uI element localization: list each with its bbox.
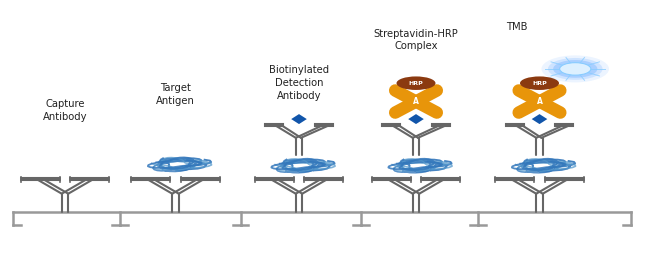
Text: Target
Antigen: Target Antigen bbox=[156, 83, 195, 106]
Text: A: A bbox=[536, 97, 543, 106]
Circle shape bbox=[560, 63, 591, 75]
Text: Capture
Antibody: Capture Antibody bbox=[43, 99, 87, 122]
Text: Biotinylated
Detection
Antibody: Biotinylated Detection Antibody bbox=[269, 65, 329, 101]
Text: Streptavidin-HRP
Complex: Streptavidin-HRP Complex bbox=[374, 29, 458, 51]
Circle shape bbox=[548, 58, 603, 80]
Polygon shape bbox=[291, 114, 307, 124]
Text: HRP: HRP bbox=[532, 81, 547, 86]
Polygon shape bbox=[408, 114, 424, 124]
Text: HRP: HRP bbox=[409, 81, 423, 86]
Circle shape bbox=[553, 60, 597, 78]
Ellipse shape bbox=[520, 76, 559, 90]
Polygon shape bbox=[532, 114, 547, 124]
Circle shape bbox=[541, 55, 609, 82]
Text: TMB: TMB bbox=[506, 22, 528, 32]
Text: A: A bbox=[413, 97, 419, 106]
Ellipse shape bbox=[396, 76, 436, 90]
